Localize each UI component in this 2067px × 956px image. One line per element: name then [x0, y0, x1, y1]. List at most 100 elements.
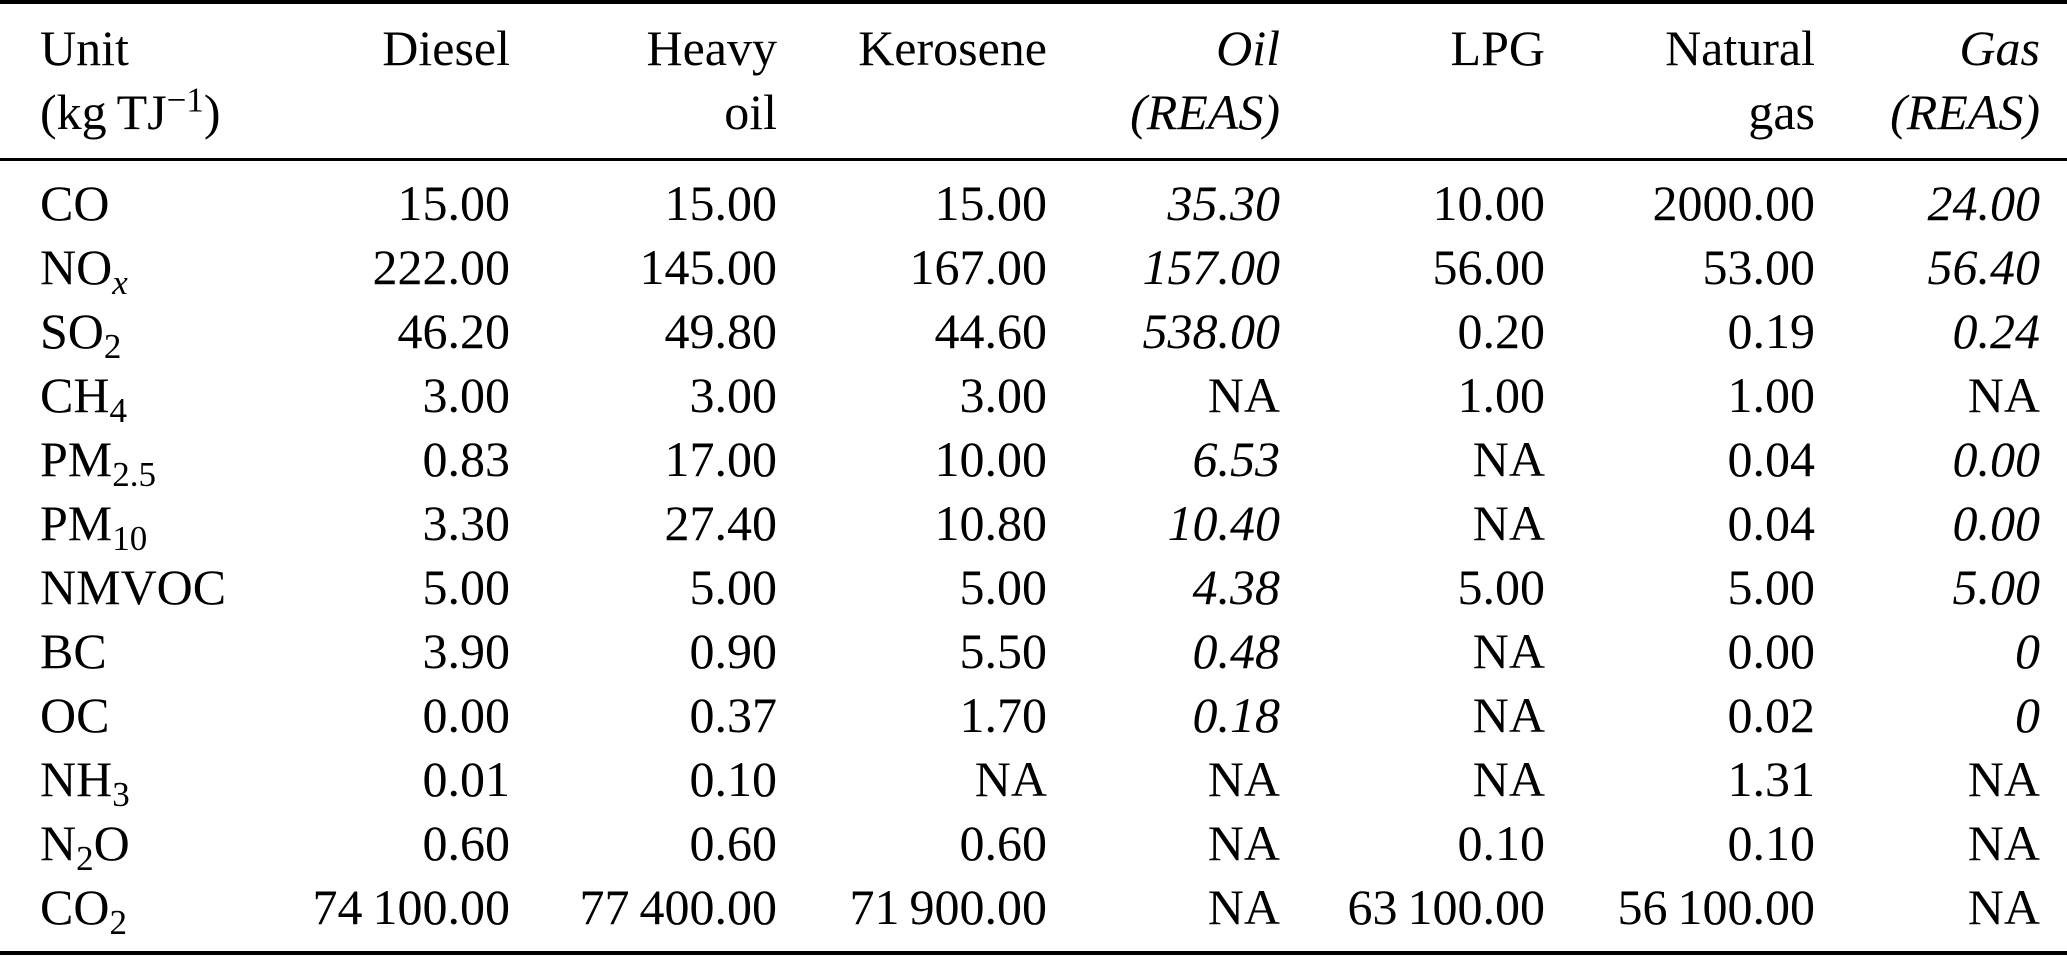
- value-cell: 0.90: [689, 623, 778, 679]
- species-label: NMVOC: [40, 559, 227, 615]
- row-ch4: CH4 3.00 3.00 3.00 NA 1.00 1.00 NA: [0, 363, 2067, 428]
- value-cell: 2000.00: [1652, 175, 1816, 231]
- value-cell: 15.00: [397, 175, 511, 231]
- value-cell: NA: [1967, 879, 2040, 935]
- value-cell: 56.00: [1432, 239, 1546, 295]
- value-cell: 3.30: [422, 495, 511, 551]
- value-cell: 0.10: [1457, 815, 1546, 871]
- value-cell: 5.00: [1952, 559, 2041, 615]
- row-pm25: PM2.5 0.83 17.00 10.00 6.53 NA 0.04 0.00: [0, 427, 2067, 492]
- species-label: NH3: [40, 751, 130, 814]
- value-cell: NA: [1967, 751, 2040, 807]
- value-cell: 1.31: [1727, 751, 1816, 807]
- value-cell: 3.00: [689, 367, 778, 423]
- value-cell: 71 900.00: [849, 879, 1047, 935]
- header-row: Unit (kg TJ−1) Diesel Heavy oil Kerosene…: [0, 2, 2067, 161]
- value-cell: 1.00: [1727, 367, 1816, 423]
- species-label: PM10: [40, 495, 148, 558]
- value-cell: 5.00: [689, 559, 778, 615]
- value-cell: 1.00: [1457, 367, 1546, 423]
- value-cell: 0.18: [1192, 687, 1281, 743]
- value-cell: 77 400.00: [579, 879, 777, 935]
- value-cell: 0.00: [1727, 623, 1816, 679]
- value-cell: NA: [1967, 815, 2040, 871]
- value-cell: 0.48: [1192, 623, 1281, 679]
- value-cell: 0: [2015, 623, 2040, 679]
- species-label: NOx: [40, 239, 128, 302]
- value-cell: NA: [1472, 623, 1545, 679]
- species-label: OC: [40, 687, 110, 743]
- value-cell: 0.02: [1727, 687, 1816, 743]
- header-col-diesel: Diesel: [310, 2, 510, 161]
- value-cell: NA: [1207, 879, 1280, 935]
- row-nh3: NH3 0.01 0.10 NA NA NA 1.31 NA: [0, 747, 2067, 814]
- value-cell: 538.00: [1142, 303, 1281, 359]
- value-cell: 10.00: [1432, 175, 1546, 231]
- header-col-heavy-oil: Heavy oil: [510, 2, 777, 161]
- row-nmvoc: NMVOC 5.00 5.00 5.00 4.38 5.00 5.00 5.00: [0, 555, 2067, 619]
- row-bc: BC 3.90 0.90 5.50 0.48 NA 0.00 0: [0, 619, 2067, 683]
- row-pm10: PM10 3.30 27.40 10.80 10.40 NA 0.04 0.00: [0, 491, 2067, 558]
- value-cell: NA: [1967, 367, 2040, 423]
- value-cell: NA: [1207, 367, 1280, 423]
- value-cell: 6.53: [1192, 431, 1281, 487]
- value-cell: 5.00: [422, 559, 511, 615]
- header-unit: Unit (kg TJ−1): [0, 2, 310, 161]
- value-cell: NA: [1472, 431, 1545, 487]
- value-cell: 10.00: [934, 431, 1048, 487]
- value-cell: 0.10: [1727, 815, 1816, 871]
- header-unit-line2: (kg TJ−1): [40, 80, 221, 141]
- value-cell: 5.00: [1727, 559, 1816, 615]
- value-cell: 222.00: [372, 239, 511, 295]
- value-cell: 0.00: [1952, 431, 2041, 487]
- row-co: CO 15.00 15.00 15.00 35.30 10.00 2000.00…: [0, 160, 2067, 236]
- value-cell: 49.80: [664, 303, 778, 359]
- header-col-gas-reas: Gas (REAS): [1815, 2, 2067, 161]
- row-oc: OC 0.00 0.37 1.70 0.18 NA 0.02 0: [0, 683, 2067, 747]
- row-co2: CO2 74 100.00 77 400.00 71 900.00 NA 63 …: [0, 875, 2067, 953]
- value-cell: 5.50: [959, 623, 1048, 679]
- value-cell: 4.38: [1192, 559, 1281, 615]
- value-cell: 0.83: [422, 431, 511, 487]
- header-col-oil-reas: Oil (REAS): [1047, 2, 1280, 161]
- value-cell: 35.30: [1167, 175, 1281, 231]
- value-cell: 56 100.00: [1617, 879, 1815, 935]
- value-cell: 0.00: [1952, 495, 2041, 551]
- value-cell: 44.60: [934, 303, 1048, 359]
- header-unit-line1: Unit: [40, 20, 129, 76]
- value-cell: 0.24: [1952, 303, 2041, 359]
- row-so2: SO2 46.20 49.80 44.60 538.00 0.20 0.19 0…: [0, 299, 2067, 366]
- value-cell: NA: [1207, 751, 1280, 807]
- value-cell: 74 100.00: [312, 879, 510, 935]
- value-cell: 0.10: [689, 751, 778, 807]
- unit-exponent: −1: [166, 80, 204, 120]
- value-cell: 0.20: [1457, 303, 1546, 359]
- value-cell: NA: [974, 751, 1047, 807]
- value-cell: NA: [1207, 815, 1280, 871]
- value-cell: 0: [2015, 687, 2040, 743]
- value-cell: NA: [1472, 495, 1545, 551]
- value-cell: 0.60: [689, 815, 778, 871]
- value-cell: 24.00: [1927, 175, 2041, 231]
- value-cell: 0.04: [1727, 431, 1816, 487]
- value-cell: 3.00: [959, 367, 1048, 423]
- value-cell: 56.40: [1927, 239, 2041, 295]
- value-cell: 167.00: [909, 239, 1048, 295]
- value-cell: NA: [1472, 751, 1545, 807]
- species-label: CO: [40, 175, 110, 231]
- value-cell: 0.60: [422, 815, 511, 871]
- value-cell: 3.00: [422, 367, 511, 423]
- header-col-lpg: LPG: [1280, 2, 1545, 161]
- species-label: SO2: [40, 303, 122, 366]
- value-cell: 5.00: [1457, 559, 1546, 615]
- value-cell: 145.00: [639, 239, 778, 295]
- value-cell: 63 100.00: [1347, 879, 1545, 935]
- species-label: N2O: [40, 815, 130, 878]
- value-cell: 0.01: [422, 751, 511, 807]
- value-cell: 10.80: [934, 495, 1048, 551]
- value-cell: 0.04: [1727, 495, 1816, 551]
- header-col-natural-gas: Natural gas: [1545, 2, 1815, 161]
- value-cell: 53.00: [1702, 239, 1816, 295]
- value-cell: 0.37: [689, 687, 778, 743]
